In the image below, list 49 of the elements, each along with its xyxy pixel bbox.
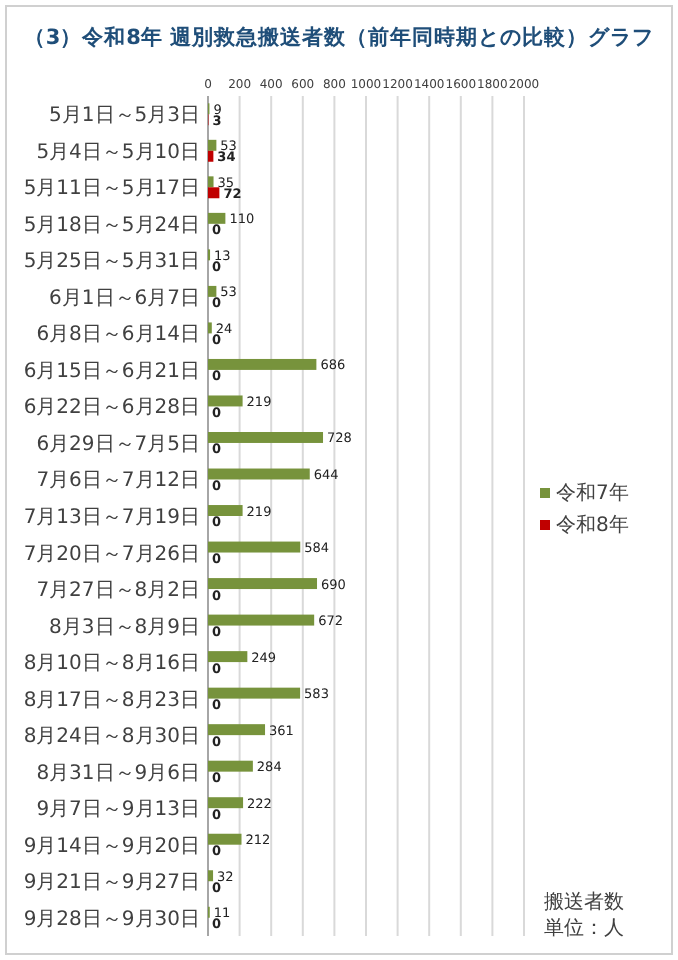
bar bbox=[208, 468, 310, 480]
bar bbox=[208, 687, 301, 699]
text: 搬送者数 bbox=[544, 890, 624, 914]
bar bbox=[208, 833, 242, 845]
bar bbox=[208, 760, 253, 772]
y-tick-label: 9月7日～9月13日 bbox=[36, 799, 200, 822]
bar bbox=[208, 651, 248, 663]
y-tick-label: 6月8日～6月14日 bbox=[36, 324, 200, 347]
bar bbox=[208, 150, 214, 162]
y-tick-label: 8月3日～8月9日 bbox=[49, 616, 200, 639]
text: 単位：人 bbox=[544, 916, 624, 940]
bar bbox=[208, 541, 301, 553]
legend-label: 令和7年 bbox=[556, 481, 629, 505]
y-tick-label: 7月20日～7月26日 bbox=[23, 543, 200, 566]
bar bbox=[208, 797, 244, 809]
y-tick-label: 8月10日～8月16日 bbox=[23, 653, 200, 676]
bar bbox=[208, 176, 214, 188]
y-tick-label: 8月24日～8月30日 bbox=[23, 726, 200, 749]
bar bbox=[208, 212, 226, 224]
y-tick-label: 7月27日～8月2日 bbox=[36, 580, 200, 603]
bar bbox=[208, 395, 243, 407]
y-tick-label: 5月25日～5月31日 bbox=[23, 251, 200, 274]
y-tick-label: 7月6日～7月12日 bbox=[36, 470, 200, 493]
chart-title: （3）令和8年 週別救急搬送者数（前年同時期との比較）グラフ bbox=[23, 24, 655, 50]
bar bbox=[208, 505, 243, 516]
bar bbox=[208, 432, 324, 443]
bar bbox=[208, 358, 317, 370]
bar bbox=[208, 285, 217, 297]
bar bbox=[208, 870, 214, 882]
y-tick-label: 6月22日～6月28日 bbox=[23, 397, 200, 420]
y-tick-label: 9月14日～9月20日 bbox=[23, 835, 200, 858]
bar bbox=[208, 724, 266, 736]
y-tick-label: 9月28日～9月30日 bbox=[23, 908, 200, 931]
y-tick-label: 5月4日～5月10日 bbox=[36, 141, 200, 164]
y-tick-label: 5月18日～5月24日 bbox=[23, 214, 200, 237]
bar bbox=[208, 139, 217, 151]
bar bbox=[208, 578, 318, 590]
legend-label: 令和8年 bbox=[556, 513, 629, 537]
bar bbox=[208, 614, 315, 626]
y-tick-label: 6月15日～6月21日 bbox=[23, 360, 200, 383]
y-tick-label: 6月29日～7月5日 bbox=[36, 433, 200, 456]
y-tick-label: 9月21日～9月27日 bbox=[23, 872, 200, 895]
y-tick-label: 8月17日～8月23日 bbox=[23, 689, 200, 712]
y-tick-label: 5月11日～5月17日 bbox=[23, 178, 200, 201]
y-tick-label: 5月1日～5月3日 bbox=[49, 105, 200, 128]
y-tick-label: 8月31日～9月6日 bbox=[36, 762, 200, 785]
y-tick-label: 6月1日～6月7日 bbox=[49, 287, 200, 310]
bar bbox=[208, 187, 220, 199]
y-tick-label: 7月13日～7月19日 bbox=[23, 507, 200, 529]
